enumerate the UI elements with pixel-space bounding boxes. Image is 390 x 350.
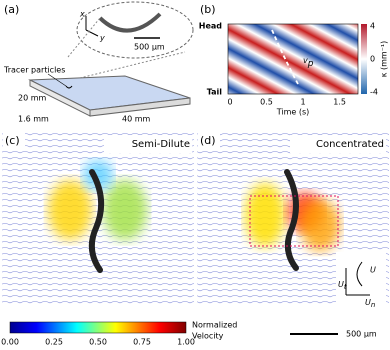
- axis-arrow: [85, 29, 99, 37]
- speed-label: vp: [303, 56, 314, 69]
- dimension: 1.6 mm: [18, 115, 49, 124]
- zoom-line: [67, 17, 101, 58]
- colorbar-title: Velocity: [192, 332, 224, 341]
- scale-text: 500 μm: [346, 330, 377, 339]
- panel-d: Concentrated (d) Ut Un U: [197, 130, 389, 309]
- colorbar-tick-label: 0.00: [1, 338, 19, 347]
- row-label: Tail: [207, 88, 223, 97]
- axis-label: y: [99, 34, 105, 43]
- title-box: [290, 135, 386, 153]
- colorbar-tick-label: 0.75: [133, 338, 151, 347]
- worm-small: [65, 85, 73, 89]
- colorbar-tick-label: 0.25: [45, 338, 63, 347]
- colorbar: [361, 24, 367, 94]
- panel-c: Semi-Dilute (c): [2, 130, 194, 305]
- velocity-blob: [103, 180, 147, 240]
- dimension: 20 mm: [18, 94, 47, 103]
- dimension: 40 mm: [122, 115, 151, 124]
- panel-label: (a): [4, 3, 19, 16]
- heatmap: [227, 23, 359, 95]
- symbol-sub: n: [371, 301, 375, 309]
- colorbar-tick-label: -4: [370, 88, 378, 97]
- symbol: Un: [365, 298, 375, 310]
- worm: [98, 12, 162, 33]
- zoom-ellipse: [76, 1, 194, 59]
- annotation: Tracer particles: [3, 66, 65, 75]
- x-title: Time (s): [276, 108, 310, 117]
- symbol: U: [370, 266, 376, 275]
- axis-label: x: [79, 10, 85, 19]
- colorbar-title: κ (mm⁻¹): [380, 41, 389, 78]
- x-tick-label: 1: [301, 98, 306, 107]
- legend-box: [336, 252, 386, 304]
- label-box: [198, 132, 220, 148]
- row-label: Head: [199, 22, 223, 31]
- velocity-blob: [48, 180, 92, 240]
- velocity-blob: [245, 183, 285, 247]
- panel-title: Semi-Dilute: [132, 139, 190, 150]
- speed-arrow: [271, 29, 299, 85]
- title-box: [104, 135, 192, 153]
- roi-box: [249, 195, 339, 247]
- arrow: [356, 261, 363, 287]
- x-tick-label: 0.5: [260, 98, 273, 107]
- symbol-sub: p: [307, 59, 314, 69]
- zoom-line: [71, 51, 186, 81]
- symbol-sub: t: [344, 283, 347, 291]
- colorbar-tick-label: 4: [370, 22, 375, 31]
- velocity-blob: [300, 199, 340, 251]
- label-box: [3, 132, 25, 148]
- scale-text: 500 μm: [134, 43, 165, 52]
- x-tick-label: 0: [227, 98, 232, 107]
- symbol: Ut: [338, 280, 347, 292]
- colorbar-tick-label: 0.50: [89, 338, 107, 347]
- worm: [88, 169, 105, 273]
- colorbar-tick-label: 0: [370, 55, 375, 64]
- panel-title: Concentrated: [316, 139, 384, 150]
- symbol-main: v: [303, 56, 308, 65]
- x-tick-label: 1.5: [333, 98, 346, 107]
- velocity-blob: [83, 160, 113, 190]
- colorbar-tick-label: 1.00: [177, 338, 195, 347]
- plate-side: [89, 97, 191, 117]
- colorbar-title: Normalized: [192, 321, 237, 330]
- pointer: [47, 73, 67, 87]
- panel-label: (d): [200, 134, 216, 147]
- worm: [284, 169, 299, 271]
- symbol-main: U: [338, 280, 344, 289]
- symbol-main: U: [365, 298, 371, 307]
- panel-label: (b): [200, 3, 216, 16]
- colorbar: [9, 321, 187, 334]
- panel-label: (c): [5, 134, 20, 147]
